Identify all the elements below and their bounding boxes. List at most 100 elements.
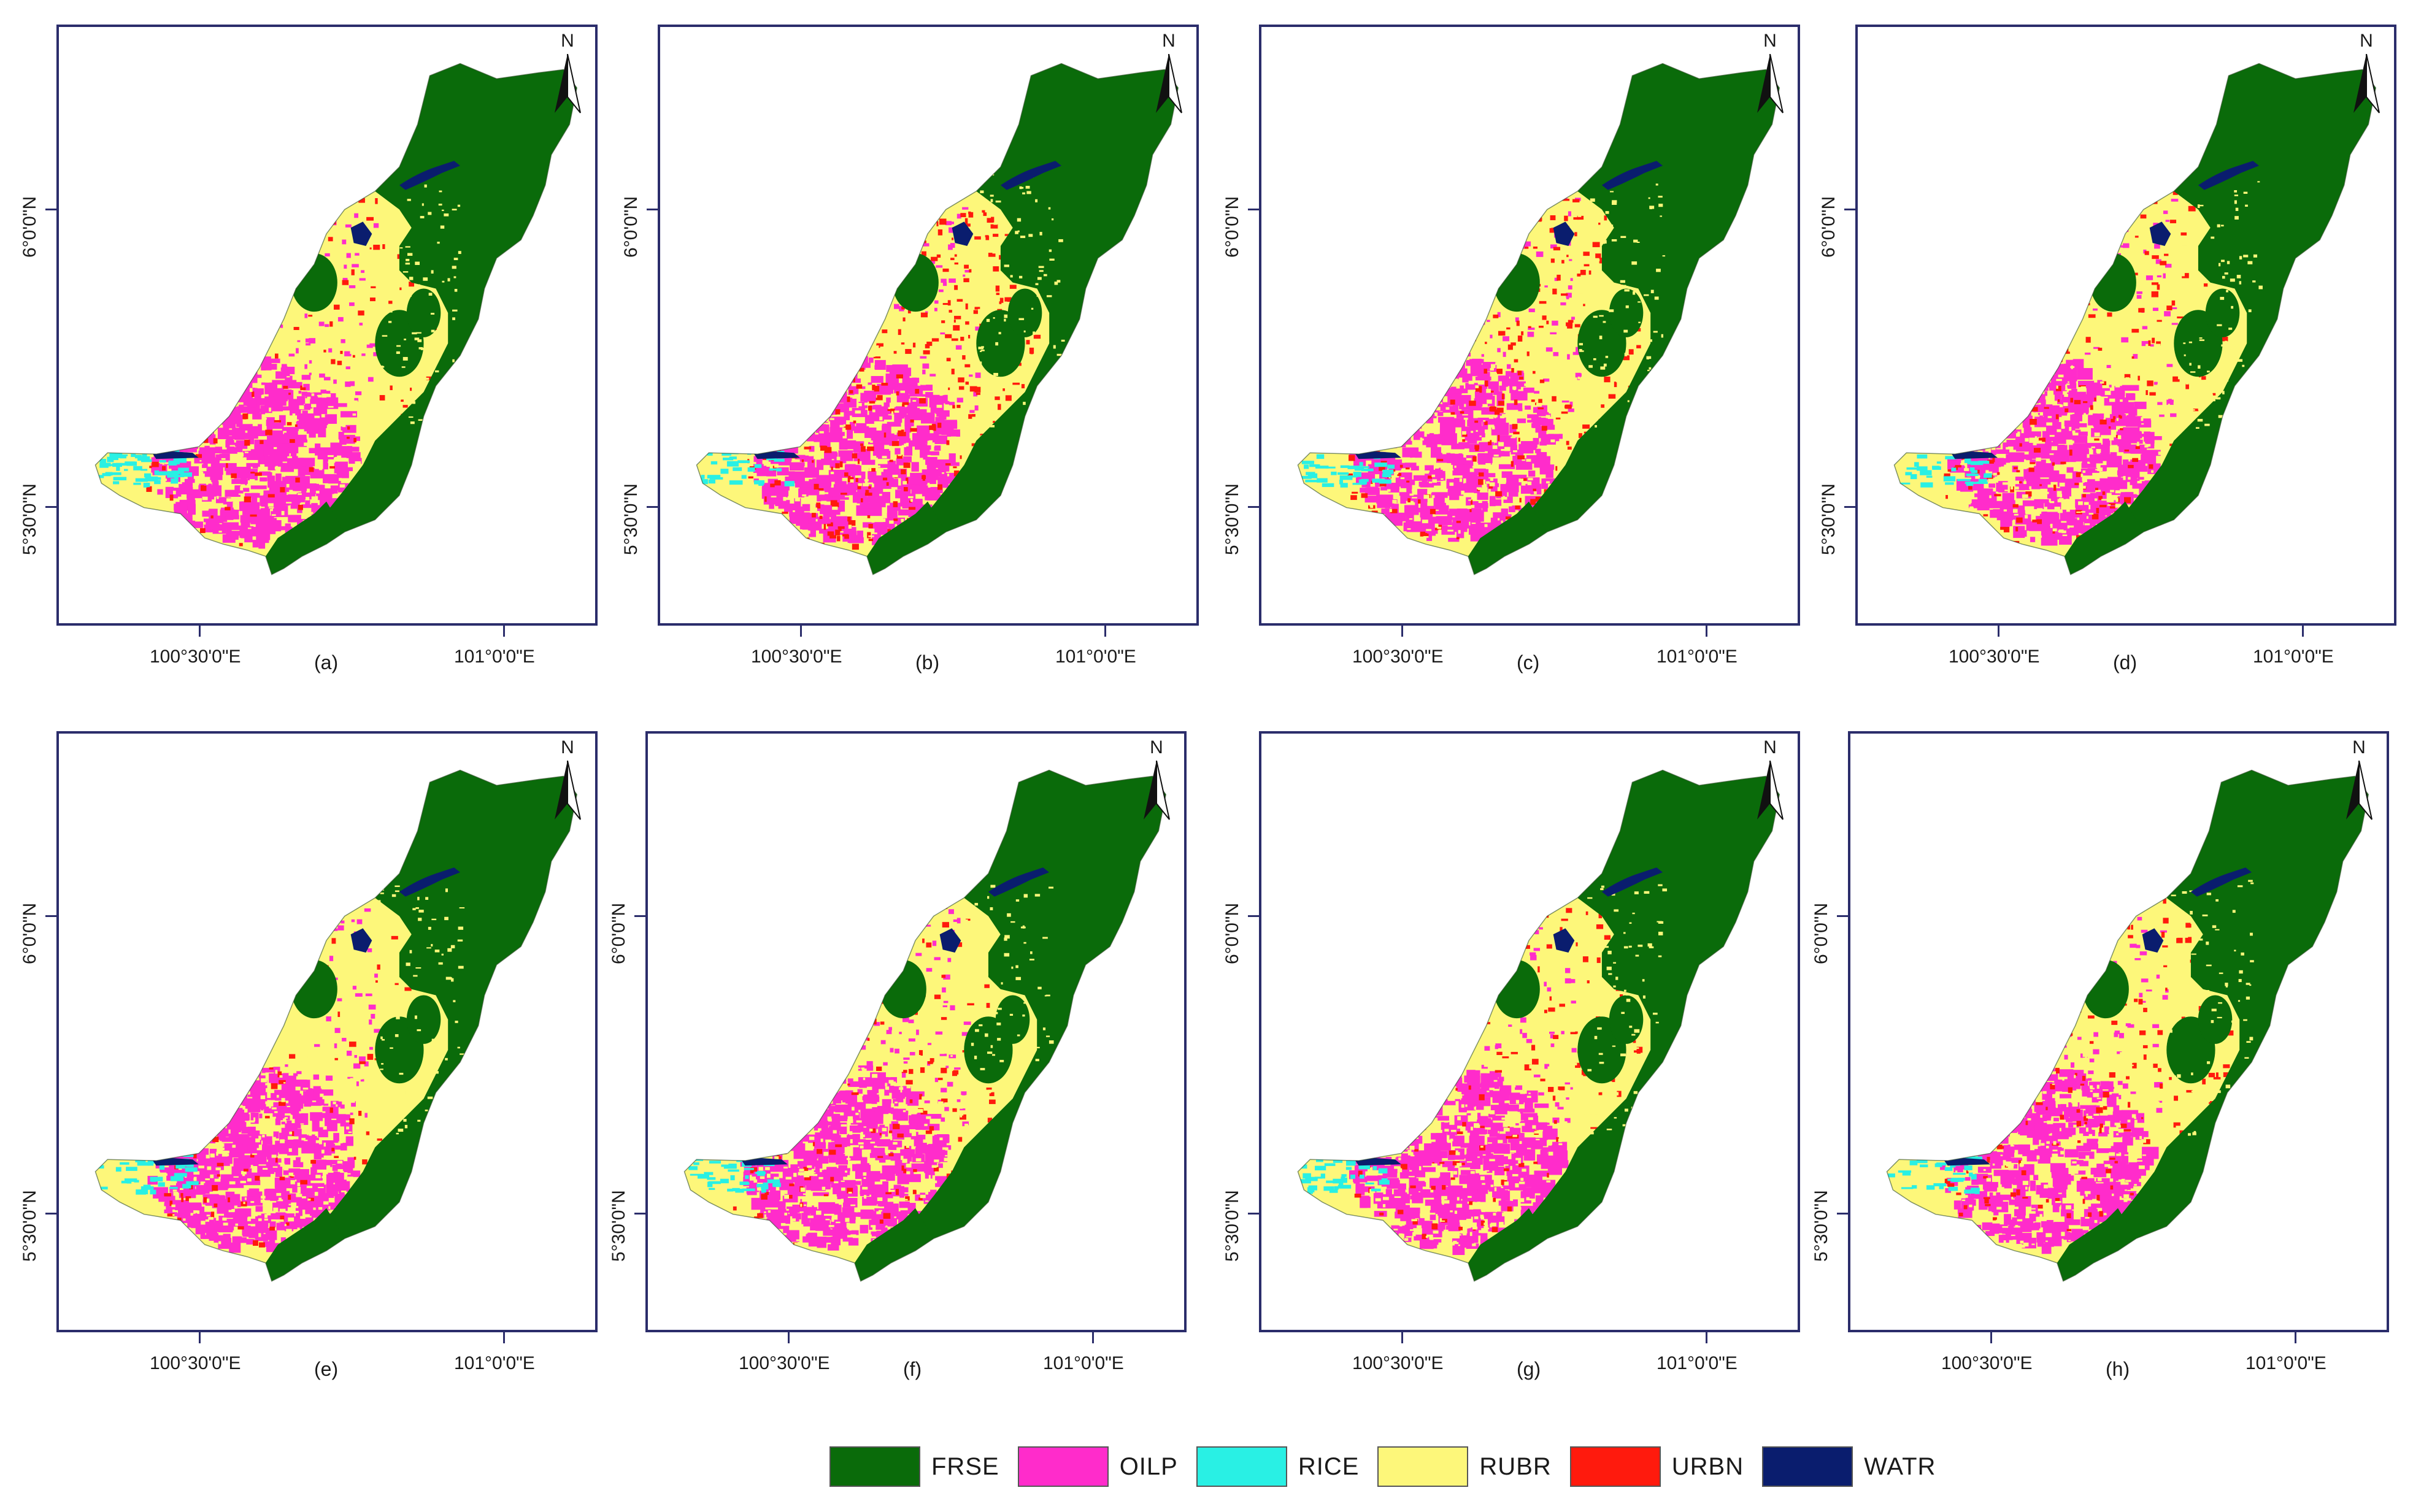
land-use-map xyxy=(683,769,1167,1282)
lat-tick xyxy=(45,1213,56,1215)
lon-tick xyxy=(800,626,802,637)
landuse-layer xyxy=(1887,770,2369,1281)
legend-label-oilp: OILP xyxy=(1119,1453,1178,1480)
lat-tick xyxy=(45,209,56,210)
latitude-label: 6°0'0"N xyxy=(1818,196,1839,258)
panel-label: (h) xyxy=(2106,1358,2130,1380)
latitude-label: 5°30'0"N xyxy=(1222,1190,1242,1262)
land-use-map xyxy=(696,63,1179,575)
north-label: N xyxy=(561,31,574,51)
lon-tick xyxy=(1401,1332,1403,1343)
latitude-label: 5°30'0"N xyxy=(20,1190,40,1262)
legend-swatch-oilp xyxy=(1017,1446,1109,1487)
longitude-label: 101°0'0"E xyxy=(454,1353,535,1373)
north-arrow: N xyxy=(2338,737,2380,823)
lat-tick xyxy=(1248,209,1259,210)
lon-tick xyxy=(1998,626,1999,637)
longitude-label: 100°30'0"E xyxy=(1941,1353,2033,1373)
north-label: N xyxy=(1162,31,1176,51)
legend-label-rubr: RUBR xyxy=(1479,1453,1552,1480)
lon-tick xyxy=(2295,1332,2296,1343)
north-arrow: N xyxy=(1147,31,1190,117)
longitude-label: 100°30'0"E xyxy=(150,1353,241,1373)
water-bodies xyxy=(1941,867,2252,1166)
map-frame: N xyxy=(56,731,598,1332)
lat-tick xyxy=(1844,209,1855,210)
map-frame: N xyxy=(645,731,1187,1332)
panel-label: (f) xyxy=(903,1358,922,1380)
north-label: N xyxy=(1150,737,1163,758)
legend-label-urbn: URBN xyxy=(1671,1453,1744,1480)
lon-tick xyxy=(199,626,201,637)
legend-item-rubr: RUBR xyxy=(1377,1446,1551,1487)
lon-tick xyxy=(1092,1332,1094,1343)
lon-tick xyxy=(1706,1332,1707,1343)
lat-tick xyxy=(634,915,645,917)
north-arrow: N xyxy=(2345,31,2388,117)
lon-tick xyxy=(1401,626,1403,637)
latitude-label: 5°30'0"N xyxy=(621,483,641,555)
north-label: N xyxy=(1763,31,1777,51)
lon-tick xyxy=(503,626,505,637)
panel-label: (c) xyxy=(1517,651,1540,673)
longitude-label: 100°30'0"E xyxy=(751,647,842,667)
north-arrow: N xyxy=(1135,737,1178,823)
legend-swatch-watr xyxy=(1762,1446,1853,1487)
longitude-label: 101°0'0"E xyxy=(454,647,535,667)
north-arrow-icon xyxy=(2346,761,2373,820)
north-arrow-icon xyxy=(1757,761,1784,820)
latitude-label: 5°30'0"N xyxy=(609,1190,629,1262)
north-arrow: N xyxy=(546,31,589,117)
legend-label-watr: WATR xyxy=(1864,1453,1936,1480)
lon-tick xyxy=(1104,626,1106,637)
latitude-label: 6°0'0"N xyxy=(1222,902,1242,964)
latitude-label: 6°0'0"N xyxy=(20,902,40,964)
latitude-label: 6°0'0"N xyxy=(609,902,629,964)
latitude-label: 6°0'0"N xyxy=(1811,902,1831,964)
panel-label: (b) xyxy=(915,651,940,673)
latitude-label: 5°30'0"N xyxy=(1818,483,1839,555)
map-frame: N xyxy=(1259,25,1800,626)
lon-tick xyxy=(503,1332,505,1343)
latitude-label: 6°0'0"N xyxy=(20,196,40,258)
longitude-label: 101°0'0"E xyxy=(1657,1353,1738,1373)
legend-swatch-urbn xyxy=(1569,1446,1661,1487)
lat-tick xyxy=(1837,915,1848,917)
lat-tick xyxy=(634,1213,645,1215)
north-label: N xyxy=(561,737,574,758)
legend-item-frse: FRSE xyxy=(829,1446,999,1487)
legend-swatch-frse xyxy=(829,1446,920,1487)
legend-swatch-rubr xyxy=(1377,1446,1469,1487)
longitude-label: 100°30'0"E xyxy=(739,1353,830,1373)
legend-item-urbn: URBN xyxy=(1569,1446,1744,1487)
latitude-label: 5°30'0"N xyxy=(1811,1190,1831,1262)
lat-tick xyxy=(1837,1213,1848,1215)
landuse-layer xyxy=(696,63,1179,575)
legend-item-oilp: OILP xyxy=(1017,1446,1178,1487)
lon-tick xyxy=(1990,1332,1992,1343)
lon-tick xyxy=(199,1332,201,1343)
north-label: N xyxy=(2352,737,2366,758)
map-frame: N xyxy=(1259,731,1800,1332)
longitude-label: 101°0'0"E xyxy=(1055,647,1136,667)
map-frame: N xyxy=(56,25,598,626)
longitude-label: 100°30'0"E xyxy=(1352,647,1444,667)
north-arrow-icon xyxy=(555,54,581,113)
latitude-label: 5°30'0"N xyxy=(20,483,40,555)
legend-item-watr: WATR xyxy=(1762,1446,1936,1487)
north-arrow: N xyxy=(1749,31,1791,117)
lat-tick xyxy=(647,506,658,508)
map-frame: N xyxy=(1855,25,2396,626)
panel-label: (g) xyxy=(1517,1358,1541,1380)
latitude-label: 5°30'0"N xyxy=(1222,483,1242,555)
panel-label: (d) xyxy=(2113,651,2138,673)
lat-tick xyxy=(45,915,56,917)
map-frame: N xyxy=(658,25,1199,626)
lat-tick xyxy=(1248,506,1259,508)
lon-tick xyxy=(1706,626,1707,637)
legend-swatch-rice xyxy=(1196,1446,1287,1487)
north-label: N xyxy=(2360,31,2373,51)
north-arrow: N xyxy=(546,737,589,823)
water-bodies xyxy=(751,161,1062,459)
north-arrow-icon xyxy=(1144,761,1170,820)
